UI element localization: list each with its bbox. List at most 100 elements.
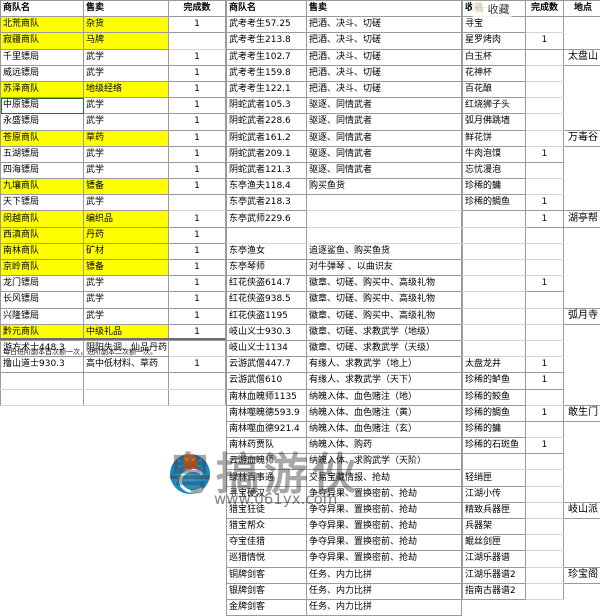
npc-activity-cell[interactable]: 徽章、切磋、求教武学（地级） — [307, 324, 462, 340]
npc-name-cell[interactable]: 铜牌剑客 — [227, 567, 307, 583]
table-row[interactable]: 指南古器谱2 — [463, 583, 600, 599]
caravan-sell-cell[interactable] — [84, 389, 169, 405]
collection-count-cell[interactable] — [526, 65, 564, 81]
caravan-count-cell[interactable] — [169, 373, 226, 389]
table-row[interactable]: 东亭武师229.6 — [227, 211, 462, 227]
table-row[interactable]: 夺宝佳猎争夺异果、置换密前、抢劫 — [227, 535, 462, 551]
table-row[interactable]: 巡猎情悦争夺异果、置换密前、抢劫 — [227, 551, 462, 567]
collection-item-cell[interactable]: 轻绡匣 — [463, 470, 526, 486]
npc-activity-cell[interactable]: 把酒、决斗、切磋 — [307, 33, 462, 49]
collection-count-cell[interactable] — [526, 179, 564, 195]
location-cell[interactable] — [564, 65, 600, 81]
collection-item-cell[interactable]: 鲜花饼 — [463, 130, 526, 146]
npc-activity-cell[interactable]: 争夺异果、置换密前、抢劫 — [307, 551, 462, 567]
npc-name-cell[interactable]: 南林药贾队 — [227, 438, 307, 454]
collection-count-cell[interactable] — [526, 389, 564, 405]
collection-item-cell[interactable]: 鲲丝剑匣 — [463, 535, 526, 551]
table-row[interactable]: 江湖小传 — [463, 486, 600, 502]
location-cell[interactable] — [564, 292, 600, 308]
npc-activity-cell[interactable] — [307, 211, 462, 227]
table-row[interactable] — [227, 227, 462, 243]
caravan-count-cell[interactable]: 1 — [169, 81, 226, 97]
npc-name-cell[interactable]: 云游武僧447.7 — [227, 357, 307, 373]
npc-activity-cell[interactable]: 任务、内力比拼 — [307, 599, 462, 615]
table-row[interactable]: 寻宝 — [463, 17, 600, 33]
npc-activity-cell[interactable]: 任务、内力比拼 — [307, 583, 462, 599]
collection-item-cell[interactable]: 珍稀的鲷鱼 — [463, 195, 526, 211]
npc-activity-cell[interactable]: 驱逐、同情武者 — [307, 162, 462, 178]
caravan-sell-cell[interactable]: 镖备 — [84, 260, 169, 276]
npc-activity-cell[interactable]: 争夺异果、置换密前、抢劫 — [307, 502, 462, 518]
npc-activity-cell[interactable]: 争夺异果、置换密前、抢劫 — [307, 535, 462, 551]
caravan-name-cell[interactable]: 长风镖局 — [1, 292, 84, 308]
collection-item-cell[interactable]: 江湖乐器谱 — [463, 551, 526, 567]
caravan-sell-cell[interactable]: 镖备 — [84, 179, 169, 195]
npc-activity-cell[interactable]: 纳魄入体、血色赌注（黄） — [307, 405, 462, 421]
collection-count-cell[interactable] — [526, 292, 564, 308]
location-cell[interactable] — [564, 195, 600, 211]
npc-activity-cell[interactable]: 把酒、决斗、切磋 — [307, 81, 462, 97]
caravan-name-cell[interactable]: 天下镖局 — [1, 195, 84, 211]
table-row[interactable]: 南林药贾队纳魄入体、购药 — [227, 438, 462, 454]
table-row[interactable] — [463, 340, 600, 356]
caravan-sell-cell[interactable]: 矿材 — [84, 243, 169, 259]
npc-activity-cell[interactable]: 纳魄入体、购药 — [307, 438, 462, 454]
caravan-sell-cell[interactable]: 高中低材料、草药 — [84, 357, 169, 373]
table-row[interactable]: 东亭武者218.3 — [227, 195, 462, 211]
caravan-name-cell[interactable]: 五湖镖局 — [1, 146, 84, 162]
collection-count-cell[interactable] — [526, 324, 564, 340]
table-row[interactable]: 精致兵器匣岐山派 — [463, 502, 600, 518]
collection-item-cell[interactable]: 花神杯 — [463, 65, 526, 81]
npc-activity-cell[interactable]: 交易宝藏情报、抢劫 — [307, 470, 462, 486]
table-row[interactable] — [463, 227, 600, 243]
collection-item-cell[interactable] — [463, 308, 526, 324]
collection-count-cell[interactable] — [526, 519, 564, 535]
location-cell[interactable] — [564, 146, 600, 162]
collection-count-cell[interactable] — [526, 454, 564, 470]
caravan-name-cell[interactable]: 南林商队 — [1, 243, 84, 259]
table-row[interactable] — [463, 324, 600, 340]
npc-activity-cell[interactable]: 把酒、决斗、切磋 — [307, 17, 462, 33]
collection-count-cell[interactable] — [526, 162, 564, 178]
table-row[interactable]: 鲲丝剑匣 — [463, 535, 600, 551]
location-cell[interactable] — [564, 260, 600, 276]
caravan-sell-cell[interactable]: 丹药 — [84, 227, 169, 243]
collection-item-cell[interactable]: 珍稀的鳙 — [463, 421, 526, 437]
npc-activity-cell[interactable]: 把酒、决斗、切磋 — [307, 65, 462, 81]
npc-activity-cell[interactable]: 纳魄入体、求购武学（天阶） — [307, 454, 462, 470]
table-row[interactable]: 寻宝硬汉争夺异果、置换密前、抢劫 — [227, 486, 462, 502]
location-cell[interactable] — [564, 454, 600, 470]
npc-name-cell[interactable]: 银牌剑客 — [227, 583, 307, 599]
collection-item-cell[interactable]: 珍稀的鳙 — [463, 179, 526, 195]
collection-count-cell[interactable] — [526, 243, 564, 259]
npc-name-cell[interactable]: 东亭渔女 — [227, 243, 307, 259]
npc-activity-cell[interactable]: 购买鱼货 — [307, 179, 462, 195]
collection-item-cell[interactable]: 指南古器谱2 — [463, 583, 526, 599]
table-row[interactable] — [463, 454, 600, 470]
table-row[interactable]: 绿林百事通交易宝藏情报、抢劫 — [227, 470, 462, 486]
npc-name-cell[interactable]: 阴蛇武者121.3 — [227, 162, 307, 178]
location-cell[interactable] — [564, 340, 600, 356]
npc-activity-cell[interactable] — [307, 227, 462, 243]
collection-count-cell[interactable] — [526, 486, 564, 502]
caravan-sell-cell[interactable]: 武学 — [84, 276, 169, 292]
caravan-count-cell[interactable]: 1 — [169, 98, 226, 114]
table-row[interactable] — [1, 373, 226, 389]
table-row[interactable]: 花神杯 — [463, 65, 600, 81]
